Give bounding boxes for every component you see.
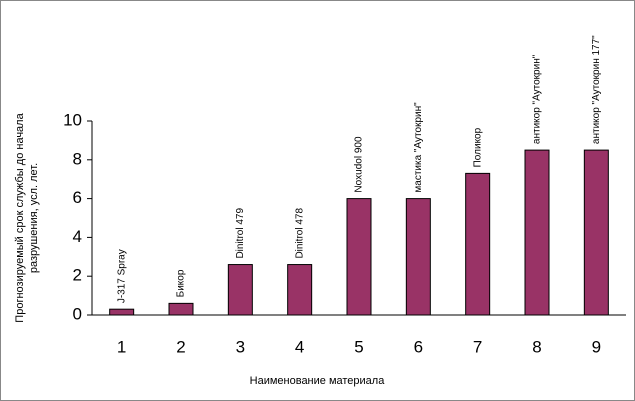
y-axis-label: разрушения, усл. лет. [28, 163, 40, 273]
bar [109, 308, 135, 316]
bar-label: антикор "Аутокрин" [532, 54, 543, 144]
bar-label: Dinitrol 478 [294, 208, 305, 259]
x-tick-label: 3 [236, 337, 245, 356]
x-tick-label: 7 [473, 337, 482, 356]
bar [287, 264, 313, 316]
bar [405, 198, 431, 316]
x-tick-label: 5 [354, 337, 363, 356]
bar [465, 172, 491, 316]
y-tick-label: 6 [73, 188, 82, 207]
bar [227, 264, 253, 316]
y-tick-label: 8 [73, 149, 82, 168]
x-tick-label: 4 [295, 337, 304, 356]
bar-label: мастика "Аутокрин" [413, 102, 424, 193]
y-tick-label: 4 [73, 227, 82, 246]
bar [583, 149, 609, 316]
x-tick-label: 1 [117, 337, 126, 356]
y-axis-label: Прогнозируемый срок службы до начала [14, 112, 26, 322]
bar [524, 149, 550, 316]
bar-label: Бикор [176, 269, 187, 297]
bar-label: J-317 Spray [116, 249, 127, 303]
y-tick-label: 0 [73, 304, 82, 323]
x-tick-label: 9 [592, 337, 601, 356]
bar-label: Поликор [472, 127, 483, 167]
bar-label: Dinitrol 479 [235, 208, 246, 259]
x-tick-label: 8 [532, 337, 541, 356]
x-tick-label: 6 [414, 337, 423, 356]
bar [346, 198, 372, 316]
y-tick-label: 2 [73, 266, 82, 285]
y-tick-label: 10 [63, 110, 82, 129]
bar-label: антикор "Аутокрин 177" [591, 35, 602, 144]
x-tick-label: 2 [176, 337, 185, 356]
x-axis-label: Наименование материала [250, 375, 386, 387]
bar [168, 302, 194, 316]
bar-label: Noxudol 900 [354, 136, 365, 193]
